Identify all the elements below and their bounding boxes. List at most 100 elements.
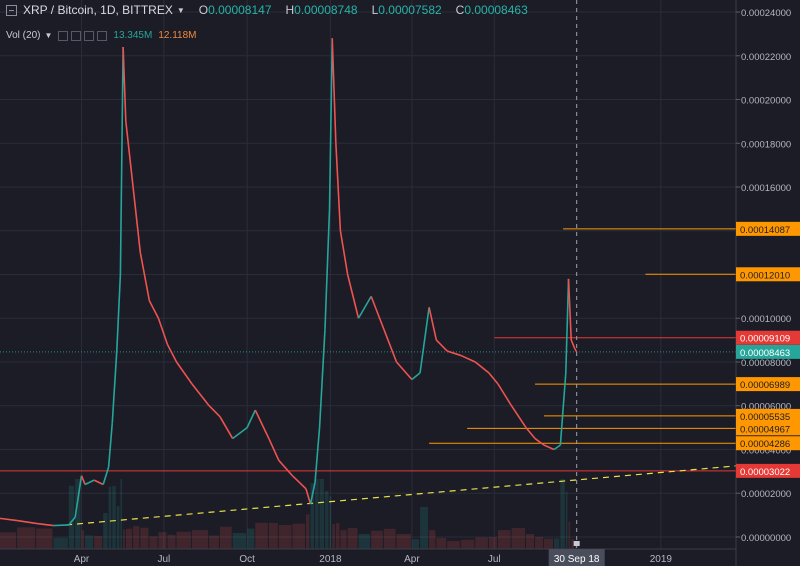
close-icon[interactable] (84, 30, 95, 41)
eye-icon[interactable] (58, 30, 69, 41)
volume-bar (292, 523, 305, 549)
price-segment (208, 405, 221, 418)
volume-value-2: 12.118M (158, 30, 197, 41)
volume-bar (108, 486, 112, 549)
high-value: 0.00008748 (294, 3, 358, 17)
price-segment (328, 38, 334, 209)
level-label: 0.00009109 (740, 334, 790, 345)
volume-bar (120, 479, 123, 549)
price-segment (339, 230, 349, 275)
settings-icon[interactable] (71, 30, 82, 41)
price-segment (119, 47, 124, 275)
price-segment (395, 361, 413, 381)
volume-bar (525, 534, 535, 549)
price-segment (74, 475, 83, 518)
price-segment (122, 46, 127, 122)
volume-bar (255, 522, 268, 549)
low-label: L (371, 3, 379, 17)
volume-bar (554, 538, 560, 549)
volume-bar (191, 530, 209, 549)
volume-bar (335, 523, 340, 549)
volume-bar (140, 527, 149, 549)
price-segment (570, 339, 576, 350)
price-segment (191, 383, 210, 407)
volume-bar (94, 536, 103, 549)
volume-bar (332, 524, 335, 549)
price-segment (84, 479, 95, 486)
volume-label[interactable]: Vol (20) (6, 30, 41, 41)
more-icon[interactable] (97, 30, 108, 41)
level-label: 0.00014087 (740, 225, 790, 236)
chevron-down-icon[interactable]: ▼ (44, 31, 53, 40)
level-label: 0.00003022 (740, 467, 790, 478)
y-tick-label: 0.00018000 (741, 139, 791, 150)
price-segment (166, 344, 178, 363)
volume-bar (560, 479, 565, 549)
volume-bar (544, 538, 554, 549)
volume-bar (447, 540, 460, 549)
support-trendline (66, 465, 737, 526)
volume-bar (209, 535, 219, 549)
volume-legend: Vol (20) ▼ 13.345M 12.118M (6, 30, 197, 41)
cursor-date-box (548, 549, 605, 566)
y-tick-label: 0.00000000 (741, 533, 791, 544)
current-price-box (736, 344, 800, 359)
volume-bar (497, 530, 511, 549)
price-segment (446, 350, 462, 357)
chevron-down-icon[interactable]: ▼ (176, 5, 185, 15)
price-segment (291, 475, 307, 490)
level-label: 0.00005535 (740, 412, 790, 423)
close-label: C (455, 3, 465, 17)
volume-bar (167, 534, 176, 549)
volume-bar (565, 491, 568, 549)
volume-bar (158, 532, 167, 549)
volume-bar (232, 533, 247, 549)
symbol-title[interactable]: XRP / Bitcoin, 1D, BITTREX (23, 3, 173, 17)
price-segment (107, 423, 114, 468)
level-label-box (736, 463, 800, 478)
volume-bar (535, 537, 544, 549)
price-segment (460, 354, 476, 363)
high-label: H (285, 3, 295, 17)
price-segment (553, 444, 561, 451)
level-label-box (736, 267, 800, 282)
price-segment (383, 328, 398, 363)
price-segment (132, 186, 142, 253)
x-tick-label: Oct (239, 554, 255, 565)
volume-bar (219, 526, 232, 549)
current-price-label: 0.00008463 (740, 348, 790, 359)
volume-bar (81, 530, 85, 549)
price-segment (488, 372, 499, 385)
low-value: 0.00007582 (378, 3, 442, 17)
price-segment (309, 482, 316, 505)
volume-bar (436, 538, 447, 549)
y-tick-label: 0.00022000 (741, 52, 791, 63)
price-segment (111, 351, 118, 424)
price-segment (68, 516, 76, 526)
volume-bar (112, 485, 116, 549)
cursor-date-label: 30 Sep 18 (554, 554, 600, 565)
x-tick-label: Apr (74, 554, 90, 565)
y-tick-label: 0.00004000 (741, 445, 791, 456)
volume-bar (75, 479, 81, 549)
price-segment (17, 519, 37, 525)
volume-bar (460, 539, 475, 549)
y-tick-label: 0.00010000 (741, 314, 791, 325)
level-label-box (736, 408, 800, 423)
open-label: O (198, 3, 209, 17)
price-segment (115, 274, 122, 352)
volume-bar (568, 521, 571, 549)
x-tick-label: 2018 (319, 554, 342, 565)
level-label-box (736, 377, 800, 392)
volume-value-1: 13.345M (113, 30, 153, 41)
price-segment (80, 475, 86, 485)
collapse-icon[interactable] (6, 4, 17, 16)
price-segment (232, 426, 248, 440)
y-tick-label: 0.00006000 (741, 402, 791, 413)
price-segment (543, 444, 555, 451)
price-segment (435, 339, 448, 352)
volume-bar (36, 528, 53, 549)
volume-bar (85, 535, 94, 549)
price-segment (314, 427, 321, 483)
